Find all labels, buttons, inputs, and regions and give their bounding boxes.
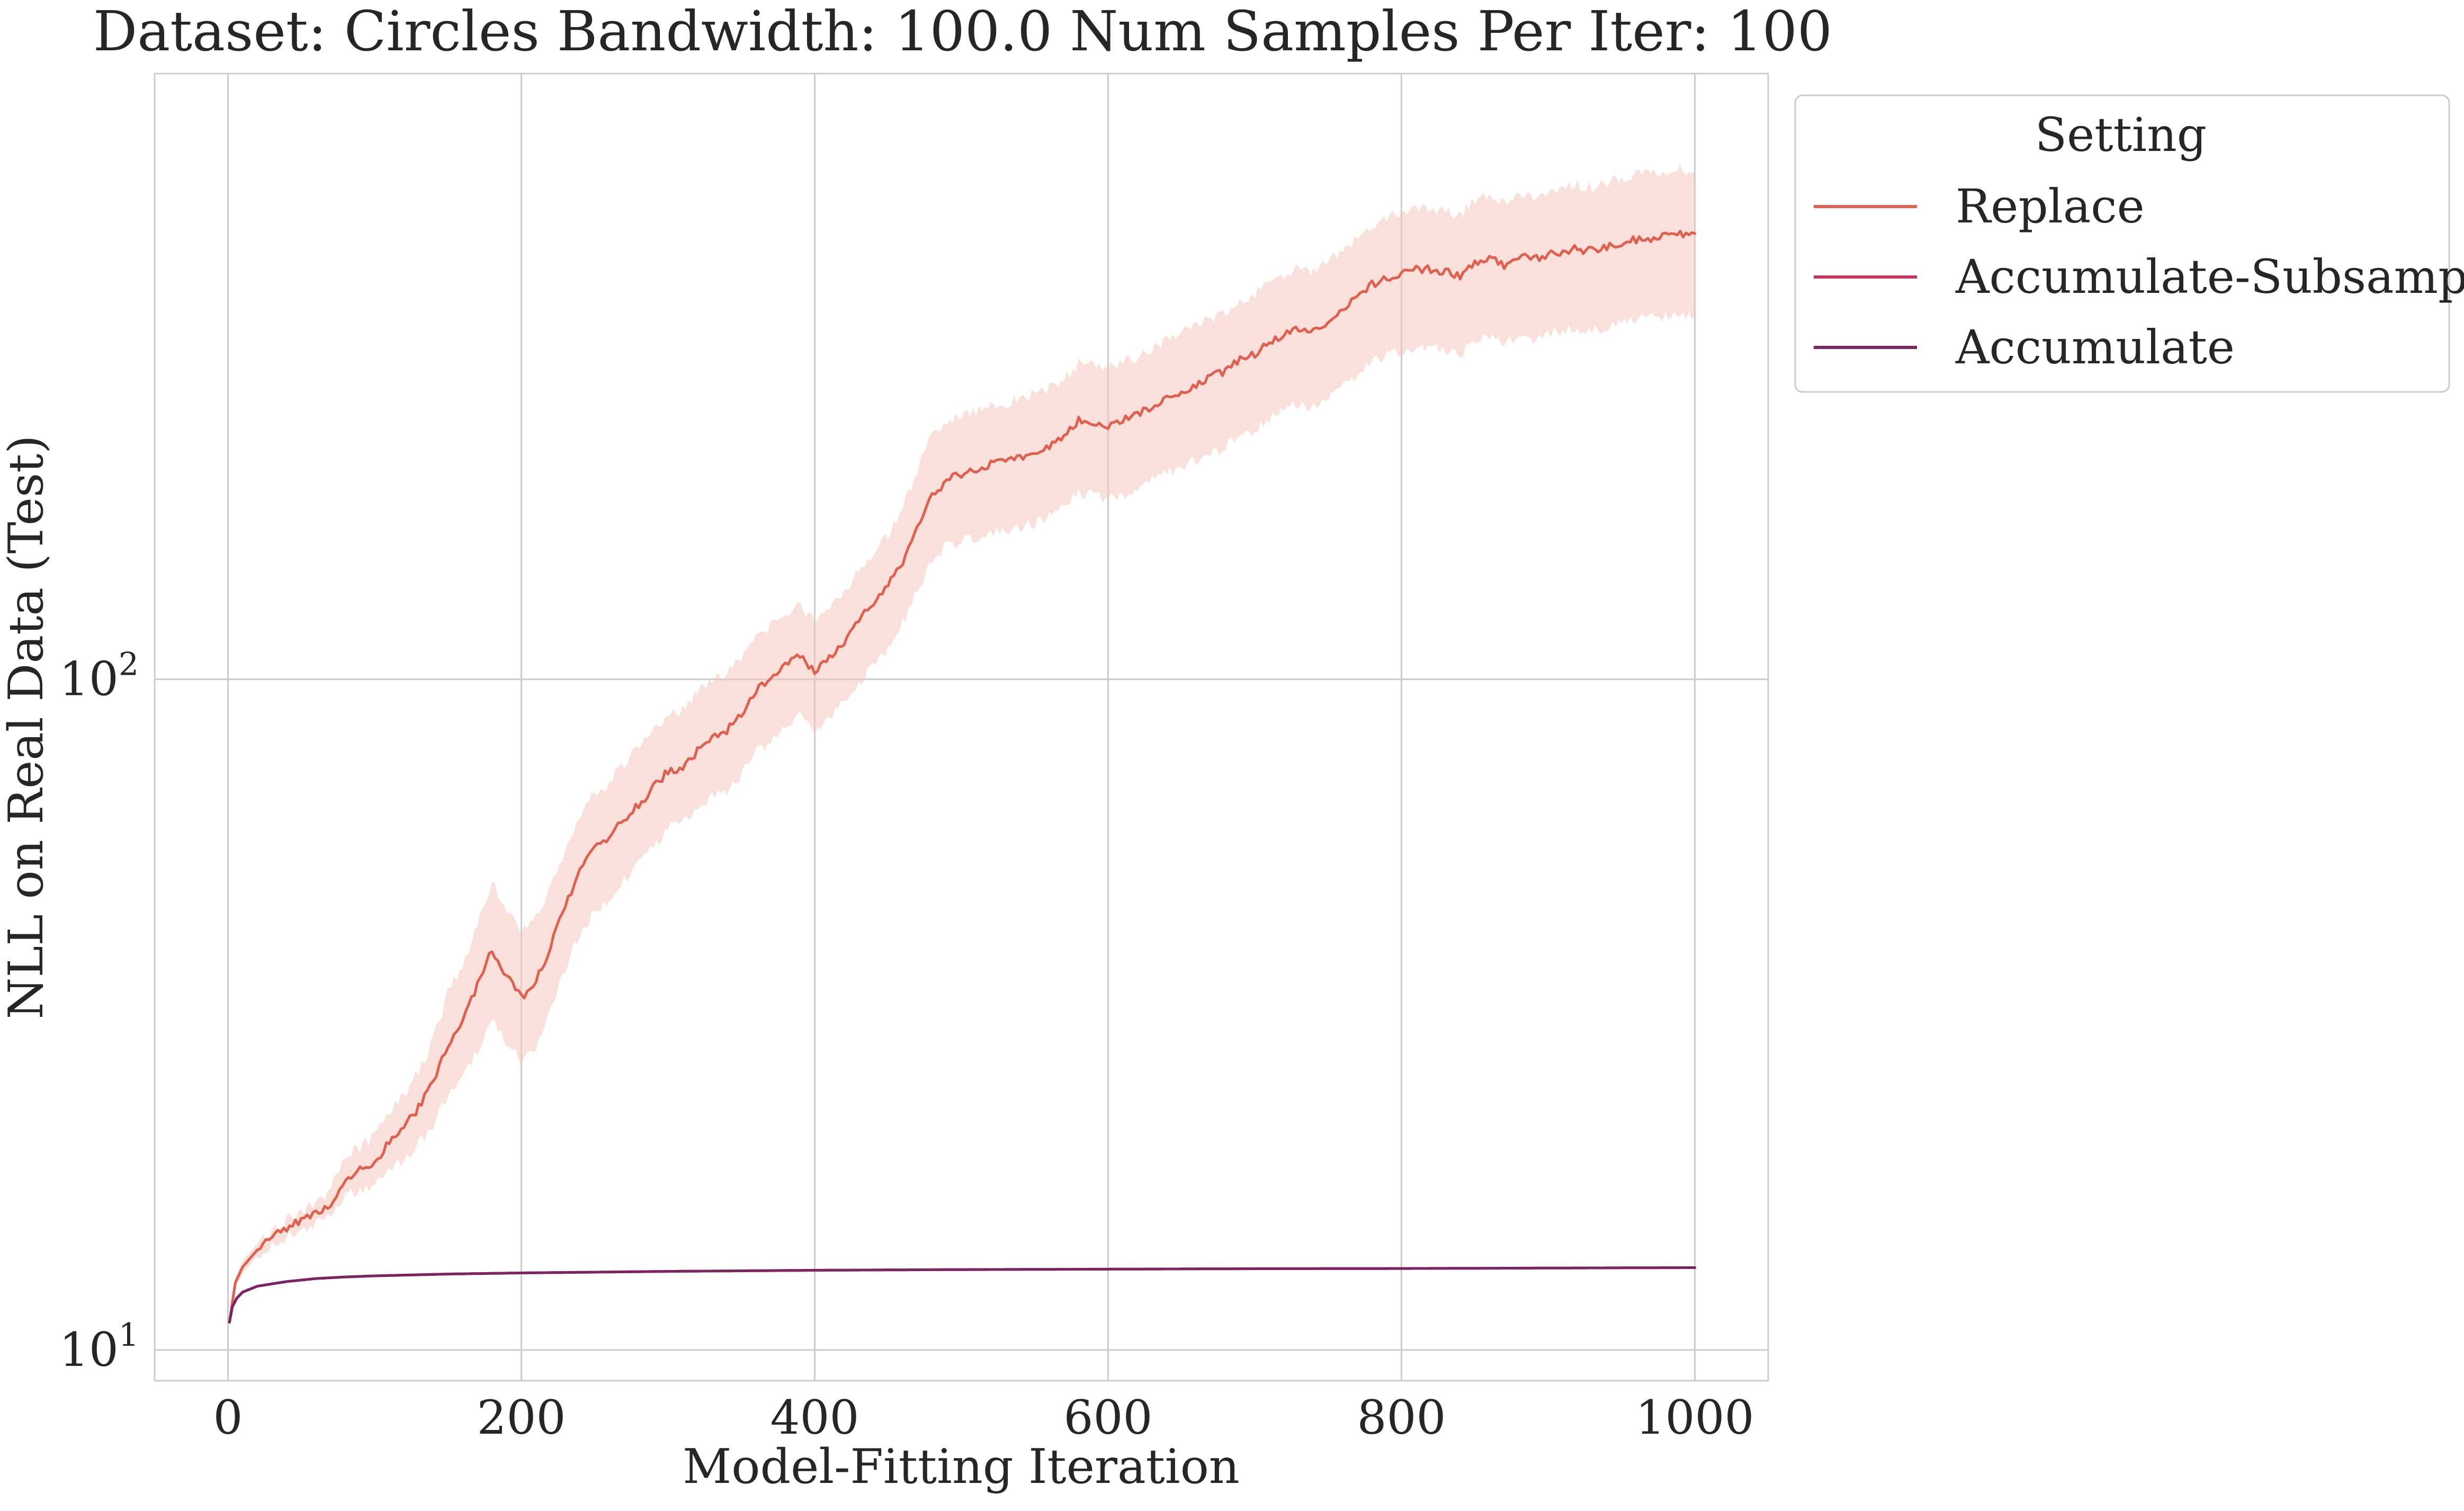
plot-frame <box>154 73 1769 1382</box>
legend: Setting Replace Accumulate-Subsample Accum… <box>1794 94 2464 393</box>
x-tick-label: 200 <box>477 1390 566 1445</box>
band-0 <box>229 164 1695 1322</box>
legend-label: Accumulate <box>1955 320 2235 374</box>
x-tick-label: 600 <box>1064 1390 1153 1445</box>
y-axis-label: NLL on Real Data (Test) <box>0 435 54 1020</box>
x-tick-label: 400 <box>770 1390 859 1445</box>
x-axis-label: Model-Fitting Iteration <box>683 1439 1240 1495</box>
series-line-2 <box>228 1266 1696 1324</box>
series-line-0 <box>228 229 1696 1324</box>
x-axis-ticks: 0 200 400 600 800 1000 <box>213 1390 1754 1445</box>
legend-label: Accumulate-Subsample <box>1955 249 2464 304</box>
legend-title: Setting <box>2035 108 2207 162</box>
x-tick-label: 1000 <box>1636 1390 1754 1445</box>
series-lines <box>228 229 1696 1324</box>
y-tick-label: 101 <box>59 1317 139 1377</box>
confidence-bands <box>229 164 1695 1322</box>
x-tick-label: 0 <box>213 1390 243 1445</box>
x-tick-label: 800 <box>1357 1390 1446 1445</box>
legend-label: Replace <box>1956 179 2145 234</box>
legend-box <box>1794 94 2450 393</box>
y-axis-ticks: 101 102 <box>59 646 139 1377</box>
y-tick-label: 102 <box>59 646 139 707</box>
legend-items: Replace Accumulate-Subsample Accumulate <box>1814 179 2464 374</box>
chart-title: Dataset: Circles Bandwidth: 100.0 Num Sa… <box>93 0 1832 64</box>
